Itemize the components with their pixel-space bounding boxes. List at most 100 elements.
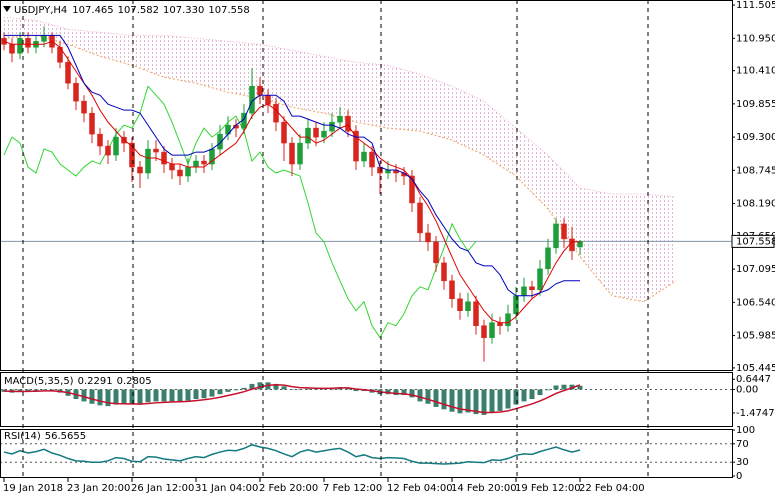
candle-body [273, 103, 279, 123]
macd-bar [193, 389, 199, 399]
candle-body [433, 241, 439, 264]
candle-body [153, 148, 159, 153]
candle-body [425, 232, 431, 243]
candle-body [113, 136, 119, 156]
candle-body [353, 130, 359, 162]
header-close: 107.558 [208, 5, 249, 16]
y-tick-label: 109.300 [736, 132, 775, 143]
x-tick-label: 2 Feb 20:00 [259, 483, 318, 494]
signal-value: 0.2805 [117, 376, 152, 387]
signal-line [3, 383, 581, 414]
price-box [731, 234, 775, 248]
candle-body [441, 262, 447, 282]
y-tick-label: 100 [736, 425, 755, 436]
candle-body [265, 94, 271, 105]
cloud-lower [3, 34, 677, 303]
macd-header: MACD(5,35,5) 0.2291 0.2805 [4, 376, 152, 387]
x-tick-label: 14 Feb 20:00 [451, 483, 517, 494]
macd-bar [457, 389, 463, 414]
candle-body [17, 38, 23, 54]
panel-frame [0, 0, 733, 371]
macd-bar [201, 389, 207, 399]
macd-bar [305, 388, 311, 390]
macd-bar [449, 389, 455, 412]
candle-body [257, 85, 263, 96]
candle-body [177, 169, 183, 177]
candle-body [457, 298, 463, 311]
candle-body [89, 112, 95, 135]
macd-bar [489, 389, 495, 413]
macd-value: 0.2291 [78, 376, 113, 387]
macd-bar [105, 389, 111, 407]
candle-body [569, 238, 575, 252]
macd-bar [553, 385, 559, 390]
macd-bar [153, 389, 159, 402]
macd-bar [513, 389, 519, 405]
price-box-label: 107.558 [736, 236, 775, 247]
candle-body [137, 166, 143, 174]
symbol-header: USDJPY,H4 107.465 107.582 107.330 107.558 [14, 5, 250, 16]
macd-bar [225, 389, 231, 392]
candle-body [329, 121, 335, 132]
cloud-upper [3, 16, 677, 198]
candle-body [521, 286, 527, 297]
macd-bar [41, 389, 47, 391]
candle-body [489, 322, 495, 338]
y-tick-label: 30 [736, 457, 749, 468]
y-tick-label: 108.190 [736, 199, 775, 210]
macd-bar [577, 385, 583, 390]
candle-body [513, 295, 519, 314]
rsi-title: RSI(14) [4, 431, 41, 442]
panel-frame [0, 372, 733, 427]
macd-bar [17, 389, 23, 392]
candle-body [289, 142, 295, 165]
macd-bar [393, 389, 399, 396]
macd-bar [25, 389, 31, 392]
price-panel [0, 16, 732, 362]
candle-body [313, 127, 319, 138]
macd-bar [289, 389, 295, 390]
macd-bar [385, 389, 391, 395]
macd-bar [537, 389, 543, 396]
candle-body [73, 82, 79, 102]
y-tick-label: 109.855 [736, 99, 775, 110]
candle-body [145, 148, 151, 174]
candle-body [505, 313, 511, 326]
candle-body [417, 202, 423, 234]
menu-triangle [3, 6, 11, 12]
macd-bar [497, 389, 503, 411]
y-tick-label: 108.745 [736, 165, 775, 176]
x-tick-label: 19 Jan 2018 [3, 483, 63, 494]
macd-bar [273, 383, 279, 390]
x-tick-label: 23 Jan 20:00 [67, 483, 130, 494]
candle-body [561, 223, 567, 240]
candle-body [473, 301, 479, 326]
macd-bar [313, 388, 319, 390]
macd-bar [137, 389, 143, 405]
candle-body [465, 301, 471, 311]
macd-bar [409, 389, 415, 398]
macd-bar [97, 389, 103, 406]
candle-body [409, 175, 415, 204]
macd-bar [33, 389, 39, 392]
macd-title: MACD(5,35,5) [4, 376, 74, 387]
rsi-value: 56.5655 [45, 431, 86, 442]
cloud [4, 17, 676, 302]
macd-bar [209, 389, 215, 397]
y-tick-label: 111.505 [736, 0, 775, 11]
candle-body [217, 133, 223, 150]
macd-bar [481, 389, 487, 415]
candle-body [161, 151, 167, 165]
y-tick-label: 0.6447 [736, 374, 771, 385]
macd-bar [345, 387, 351, 390]
macd-bar [417, 389, 423, 402]
y-tick-label: -1.4747 [736, 408, 775, 419]
candle-body [97, 133, 103, 147]
macd-bar [473, 389, 479, 415]
macd-bar [185, 389, 191, 401]
candle-body [129, 142, 135, 168]
macd-bar [441, 389, 447, 410]
candle-body [169, 163, 175, 171]
macd-bar [425, 389, 431, 404]
